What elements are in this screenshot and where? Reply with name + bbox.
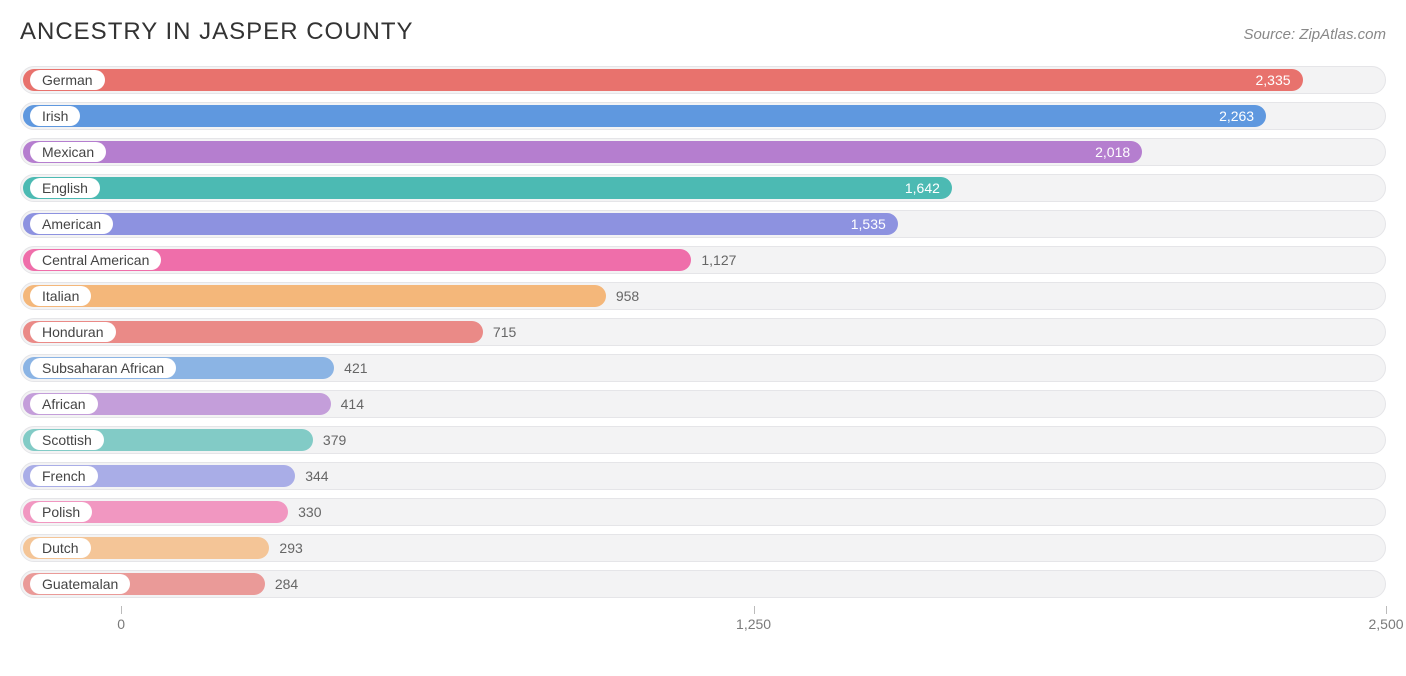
bar-label: American [30,214,113,234]
bar-row: American 1,535 [20,210,1386,238]
bar-row: Guatemalan 284 [20,570,1386,598]
axis-label: 1,250 [736,616,771,632]
bar-label: English [30,178,100,198]
bar-label: French [30,466,98,486]
bar-label: Polish [30,502,92,522]
bar-value: 1,642 [905,180,940,196]
bar-fill [23,69,1303,91]
bar-value: 284 [275,576,298,592]
axis-tick [754,606,755,614]
bar-label: German [30,70,105,90]
bar-value: 344 [305,468,328,484]
bar-value: 379 [323,432,346,448]
bar-row: Subsaharan African 421 [20,354,1386,382]
bar-value: 1,535 [851,216,886,232]
bar-row: Central American 1,127 [20,246,1386,274]
bar-fill [23,177,952,199]
bar-label: Central American [30,250,161,270]
bar-value: 2,263 [1219,108,1254,124]
bar-label: Italian [30,286,91,306]
bar-label: Scottish [30,430,104,450]
bar-fill [23,213,898,235]
axis-tick [1386,606,1387,614]
bar-value: 330 [298,504,321,520]
bar-row: Italian 958 [20,282,1386,310]
chart-source: Source: ZipAtlas.com [1243,26,1386,43]
bar-label: Guatemalan [30,574,130,594]
bar-value: 715 [493,324,516,340]
bar-label: African [30,394,98,414]
bar-label: Irish [30,106,80,126]
bar-row: Mexican 2,018 [20,138,1386,166]
bar-value: 1,127 [701,252,736,268]
bar-row: French 344 [20,462,1386,490]
bar-fill [23,141,1142,163]
chart-title: ANCESTRY IN JASPER COUNTY [20,18,414,46]
bar-row: African 414 [20,390,1386,418]
chart-header: ANCESTRY IN JASPER COUNTY Source: ZipAtl… [20,18,1386,46]
bar-value: 421 [344,360,367,376]
axis-label: 2,500 [1368,616,1403,632]
bar-value: 293 [279,540,302,556]
ancestry-chart: ANCESTRY IN JASPER COUNTY Source: ZipAtl… [0,0,1406,676]
bar-label: Mexican [30,142,106,162]
axis-tick [121,606,122,614]
bar-fill [23,105,1266,127]
bar-label: Subsaharan African [30,358,176,378]
bar-row: English 1,642 [20,174,1386,202]
bar-row: Irish 2,263 [20,102,1386,130]
bar-label: Honduran [30,322,116,342]
axis-label: 0 [117,616,125,632]
bar-row: German 2,335 [20,66,1386,94]
bar-row: Scottish 379 [20,426,1386,454]
bar-label: Dutch [30,538,91,558]
bar-row: Honduran 715 [20,318,1386,346]
bar-value: 2,335 [1255,72,1290,88]
bar-row: Polish 330 [20,498,1386,526]
bar-row: Dutch 293 [20,534,1386,562]
bar-fill [23,285,606,307]
x-axis: 01,2502,500 [20,606,1386,636]
bar-value: 958 [616,288,639,304]
bar-value: 2,018 [1095,144,1130,160]
bars-area: German 2,335 Irish 2,263 Mexican 2,018 English… [20,66,1386,598]
bar-value: 414 [341,396,364,412]
